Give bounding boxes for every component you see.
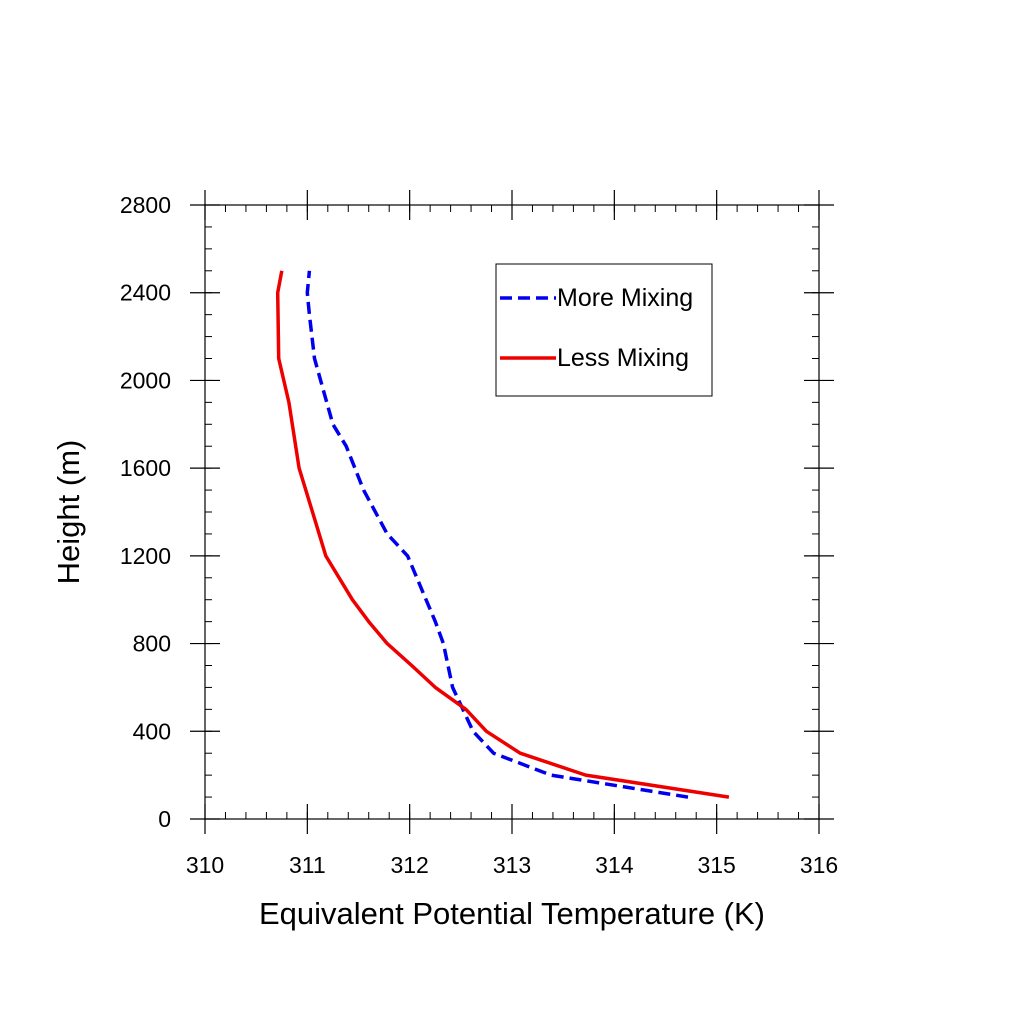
plot-frame [204, 204, 820, 820]
y-tick-label: 2800 [120, 192, 171, 218]
x-tick-label: 311 [289, 852, 326, 878]
y-tick-labels: 0 400 800 1200 1600 2000 2400 2800 [120, 192, 171, 832]
x-tick-label: 310 [186, 852, 224, 878]
series-line-more-mixing [305, 270, 689, 799]
legend-label-more-mixing: More Mixing [557, 284, 693, 312]
x-tick-label: 313 [493, 852, 531, 878]
legend-label-less-mixing: Less Mixing [557, 344, 689, 372]
series-lines [275, 270, 730, 799]
legend-box [495, 263, 713, 397]
y-tick-label: 2400 [120, 280, 171, 306]
x-axis-title: Equivalent Potential Temperature (K) [259, 896, 765, 931]
x-tick-labels: 310 311 312 313 314 315 316 [186, 852, 838, 878]
series-line-less-mixing [275, 270, 730, 799]
y-tick-label: 0 [158, 806, 171, 832]
y-axis-title: Height (m) [51, 440, 86, 585]
y-tick-label: 1200 [120, 543, 171, 569]
legend: More Mixing Less Mixing [495, 263, 713, 397]
x-tick-label: 315 [697, 852, 735, 878]
y-tick-label: 1600 [120, 455, 171, 481]
x-tick-label: 312 [390, 852, 428, 878]
x-tick-label: 314 [595, 852, 634, 878]
x-tick-label: 316 [800, 852, 838, 878]
y-tick-label: 2000 [120, 367, 171, 393]
y-tick-label: 400 [133, 718, 171, 744]
y-tick-label: 800 [133, 631, 171, 657]
